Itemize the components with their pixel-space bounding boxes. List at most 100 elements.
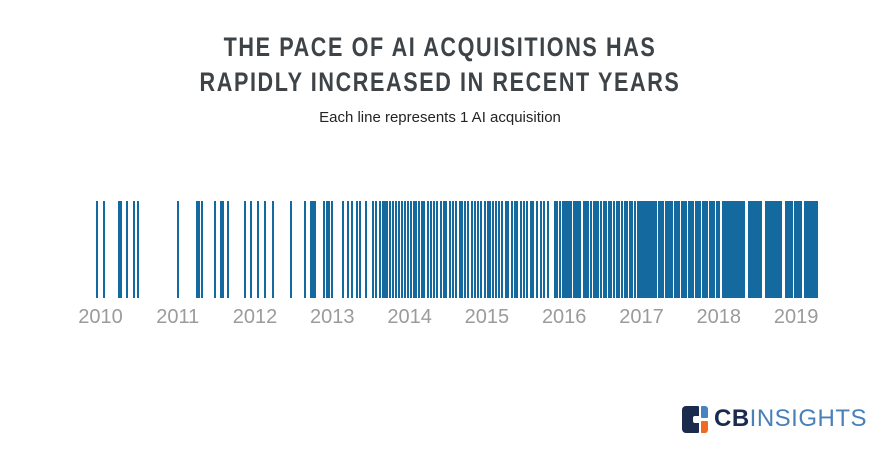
logo-text-cb: CB	[713, 405, 750, 432]
acquisition-line	[513, 201, 516, 298]
acquisition-line	[742, 201, 745, 298]
acquisition-line	[102, 201, 105, 298]
acquisition-line	[510, 201, 513, 298]
acquisition-line	[796, 201, 799, 298]
acquisition-line	[623, 201, 626, 298]
acquisition-line	[773, 201, 776, 298]
acquisition-line	[439, 201, 442, 298]
acquisition-line	[322, 201, 325, 298]
acquisition-line	[735, 201, 738, 298]
acquisition-line	[751, 201, 753, 298]
acquisition-line	[547, 201, 549, 298]
acquisition-line	[728, 201, 731, 298]
acquisition-line	[592, 201, 595, 298]
acquisition-line	[766, 201, 769, 298]
acquisition-line	[198, 201, 200, 298]
acquisition-line	[673, 201, 676, 298]
acquisition-line	[504, 201, 507, 298]
acquisition-line	[633, 201, 636, 298]
acquisition-line	[738, 201, 741, 298]
acquisition-line	[651, 201, 654, 298]
acquisition-line	[789, 201, 792, 298]
acquisition-line	[523, 201, 525, 298]
acquisition-line	[364, 201, 367, 298]
x-axis-tick-label: 2010	[78, 306, 123, 328]
acquisition-line	[543, 201, 546, 298]
acquisition-line	[696, 201, 699, 298]
acquisition-line	[132, 201, 135, 298]
acquisition-line	[427, 201, 430, 298]
acquisition-line	[423, 201, 426, 298]
acquisition-line	[600, 201, 603, 298]
acquisition-line	[706, 201, 709, 298]
acquisition-line	[808, 201, 811, 298]
acquisition-line	[659, 201, 662, 298]
acquisition-line	[506, 201, 509, 298]
acquisition-line	[558, 201, 561, 298]
acquisition-line	[455, 201, 457, 298]
acquisition-line	[519, 201, 522, 298]
acquisition-line	[809, 201, 812, 298]
acquisition-line	[118, 201, 121, 298]
acquisition-line	[412, 201, 415, 298]
acquisition-line	[564, 201, 566, 298]
acquisition-line	[764, 201, 767, 298]
acquisition-line	[304, 201, 307, 298]
acquisition-line	[713, 201, 716, 298]
acquisition-line	[312, 201, 314, 298]
acquisition-line	[479, 201, 482, 298]
x-axis-tick-label: 2016	[541, 306, 587, 328]
acquisition-line	[690, 201, 692, 298]
acquisition-line	[671, 201, 674, 298]
acquisition-line	[120, 201, 123, 298]
chart-title: THE PACE OF AI ACQUISITIONS HAS RAPIDLY …	[88, 30, 792, 100]
acquisition-line	[803, 201, 806, 298]
acquisition-line	[250, 201, 253, 298]
acquisition-line	[657, 201, 660, 298]
acquisition-line	[415, 201, 418, 298]
acquisition-line	[795, 201, 798, 298]
acquisition-line	[442, 201, 445, 298]
acquisition-line	[649, 201, 651, 298]
acquisition-line	[467, 201, 470, 298]
acquisition-line	[694, 201, 697, 298]
acquisition-line	[642, 201, 645, 298]
acquisition-line	[664, 201, 667, 298]
acquisition-line	[567, 201, 570, 298]
acquisition-line	[811, 201, 814, 298]
acquisition-line	[639, 201, 641, 298]
acquisition-line	[666, 201, 669, 298]
acquisition-line	[495, 201, 498, 298]
acquisition-line	[799, 201, 802, 298]
x-axis-tick-label: 2018	[696, 306, 742, 328]
acquisition-line	[331, 201, 334, 298]
acquisition-line	[213, 201, 216, 298]
acquisition-line	[805, 201, 808, 298]
acquisition-line	[791, 201, 794, 298]
acquisition-line	[565, 201, 568, 298]
acquisition-line	[816, 201, 818, 298]
acquisition-line	[722, 201, 725, 298]
acquisition-line	[775, 201, 777, 298]
acquisition-line	[458, 201, 461, 298]
acquisition-line	[570, 201, 573, 298]
acquisition-line	[655, 201, 658, 298]
acquisition-line	[608, 201, 610, 298]
acquisition-line	[432, 201, 435, 298]
acquisition-line	[530, 201, 532, 298]
acquisition-line	[701, 201, 704, 298]
acquisition-line	[572, 201, 575, 298]
acquisition-line	[779, 201, 782, 298]
acquisition-line	[540, 201, 542, 298]
acquisition-line	[374, 201, 377, 298]
acquisition-line	[574, 201, 577, 298]
logo-orange-square	[700, 420, 708, 433]
acquisition-line	[749, 201, 752, 298]
acquisition-line	[497, 201, 500, 298]
acquisition-line	[768, 201, 770, 298]
acquisition-line	[383, 201, 386, 298]
acquisition-line	[699, 201, 702, 298]
acquisition-line	[678, 201, 681, 298]
acquisition-line	[625, 201, 628, 298]
acquisition-line	[582, 201, 585, 298]
